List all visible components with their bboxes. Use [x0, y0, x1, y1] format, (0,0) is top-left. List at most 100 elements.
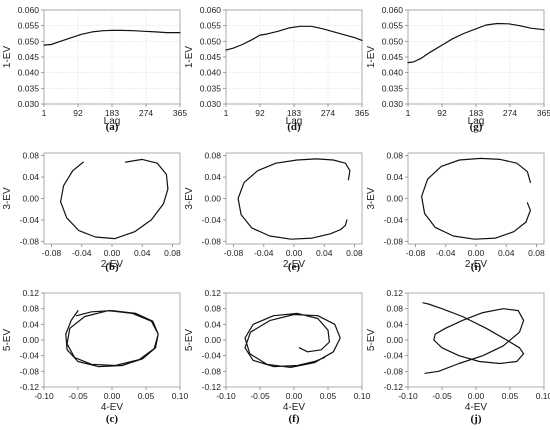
- y-tick-label: 0.055: [18, 21, 40, 31]
- x-tick-label: 183: [469, 108, 483, 118]
- panel-i: -0.08 -0.04 0.00 0.04 0.08 -0.08 -0.04 0.00 0.04…: [366, 151, 545, 273]
- y-tick-label: 0.030: [200, 99, 222, 109]
- x-tick-label: 0.08: [164, 248, 181, 258]
- x-tick-label: -0.08: [42, 248, 62, 258]
- y-axis-label: 1-EV: [2, 46, 13, 69]
- x-tick-label: 0.10: [354, 391, 371, 401]
- y-axis-label: 1-EV: [184, 46, 195, 69]
- plot-frame: [43, 9, 181, 105]
- x-tick-label: 92: [255, 108, 265, 118]
- x-tick-label: -0.04: [436, 248, 456, 258]
- y-tick-label: -0.12: [202, 382, 222, 392]
- panel-e: -0.08 -0.04 0.00 0.04 0.08 -0.08 -0.04 0.00 0.04…: [184, 151, 363, 273]
- y-tick-label: 0.08: [204, 151, 221, 161]
- y-tick-label: -0.04: [202, 351, 222, 361]
- series-line: [225, 25, 363, 51]
- x-tick-label: -0.08: [224, 248, 244, 258]
- y-tick-label: 0.050: [18, 36, 40, 46]
- x-axis-label: 2-EV: [283, 259, 306, 270]
- x-tick-label: -0.05: [432, 391, 452, 401]
- y-tick-label: 0.045: [18, 52, 40, 62]
- series-line: [65, 310, 159, 368]
- x-tick-label: 0.04: [498, 248, 515, 258]
- x-tick-label: 92: [73, 108, 83, 118]
- x-axis-label: 4-EV: [283, 402, 306, 413]
- x-tick-label: 0.00: [468, 391, 485, 401]
- x-tick-label: -0.10: [216, 391, 236, 401]
- panel-b: -0.08 -0.04 0.00 0.04 0.08 -0.08 -0.04 0.00 0.04…: [2, 151, 181, 273]
- x-tick-label: 0.08: [528, 248, 545, 258]
- y-tick-label: 0.08: [22, 304, 39, 314]
- x-axis-label: 2-EV: [465, 259, 488, 270]
- x-tick-label: 0.05: [320, 391, 337, 401]
- series-line: [43, 29, 181, 46]
- x-tick-label: 0.04: [134, 248, 151, 258]
- y-tick-label: 0.040: [200, 68, 222, 78]
- panel-j: -0.10 -0.05 0.00 0.05 0.10 -0.12 -0.08 -0.04 0.0…: [366, 288, 550, 425]
- y-tick-label: -0.08: [20, 366, 40, 376]
- y-tick-label: 0.00: [386, 335, 403, 345]
- x-tick-label: 0.05: [138, 391, 155, 401]
- x-tick-label: -0.10: [34, 391, 54, 401]
- x-axis-label: 4-EV: [465, 402, 488, 413]
- x-tick-label: 0.00: [286, 391, 303, 401]
- panel-d: 1 92 183 274 365 0.030 0.035 0.040 0.045 0.050 0.0…: [184, 5, 369, 133]
- y-tick-label: 0.12: [22, 288, 39, 298]
- y-tick-label: 0.00: [204, 194, 221, 204]
- x-tick-label: 0.00: [468, 248, 485, 258]
- x-tick-label: 1: [224, 108, 229, 118]
- series-line: [407, 22, 545, 64]
- x-axis-label: 4-EV: [101, 402, 124, 413]
- panel-g: 1 92 183 274 365 0.030 0.035 0.040 0.045 0.050 0.0…: [366, 5, 550, 133]
- panel-caption: (e): [288, 261, 301, 273]
- y-tick-label: 0.040: [18, 68, 40, 78]
- y-tick-label: 0.060: [200, 5, 222, 15]
- x-tick-label: 365: [173, 108, 187, 118]
- x-tick-label: 0.10: [536, 391, 550, 401]
- y-tick-label: -0.08: [384, 366, 404, 376]
- y-tick-label: 0.12: [386, 288, 403, 298]
- panel-caption: (d): [287, 121, 301, 133]
- y-tick-label: 0.035: [18, 83, 40, 93]
- x-tick-label: -0.05: [250, 391, 270, 401]
- y-tick-label: 0.00: [22, 335, 39, 345]
- panel-caption: (f): [289, 413, 300, 425]
- y-tick-label: 0.055: [382, 21, 404, 31]
- x-tick-label: -0.08: [406, 248, 426, 258]
- x-tick-label: 0.04: [316, 248, 333, 258]
- x-tick-label: 183: [287, 108, 301, 118]
- y-tick-label: 0.045: [382, 52, 404, 62]
- x-tick-label: 274: [503, 108, 517, 118]
- y-axis-label: 1-EV: [366, 46, 377, 69]
- panel-f: -0.10 -0.05 0.00 0.05 0.10 -0.12 -0.08 -0.04 0.0…: [184, 288, 371, 425]
- panel-caption: (j): [471, 413, 482, 425]
- x-tick-label: 1: [42, 108, 47, 118]
- y-tick-label: 0.060: [382, 5, 404, 15]
- x-tick-label: 365: [537, 108, 550, 118]
- y-tick-label: 0.08: [204, 304, 221, 314]
- x-tick-label: -0.05: [68, 391, 88, 401]
- y-tick-label: 0.035: [382, 83, 404, 93]
- y-tick-label: -0.04: [20, 351, 40, 361]
- y-tick-label: 0.045: [200, 52, 222, 62]
- panel-caption: (g): [470, 121, 483, 133]
- x-tick-label: -0.04: [72, 248, 92, 258]
- panel-c: -0.10 -0.05 0.00 0.05 0.10 -0.12 -0.08 -0.04 0.0…: [2, 288, 189, 425]
- x-tick-label: 1: [406, 108, 411, 118]
- y-tick-label: 0.04: [386, 319, 403, 329]
- y-tick-label: 0.055: [200, 21, 222, 31]
- y-tick-label: 0.12: [204, 288, 221, 298]
- series-line: [421, 157, 532, 240]
- series-line: [237, 158, 351, 240]
- x-tick-label: 274: [321, 108, 335, 118]
- y-tick-label: 0.04: [22, 172, 39, 182]
- y-tick-label: 0.050: [382, 36, 404, 46]
- y-tick-label: 0.04: [22, 319, 39, 329]
- y-tick-label: 0.04: [204, 319, 221, 329]
- y-axis-label: 5-EV: [184, 329, 195, 352]
- y-tick-label: 0.08: [386, 304, 403, 314]
- plot-frame: [407, 152, 545, 245]
- x-tick-label: 0.00: [104, 248, 121, 258]
- y-tick-label: 0.060: [18, 5, 40, 15]
